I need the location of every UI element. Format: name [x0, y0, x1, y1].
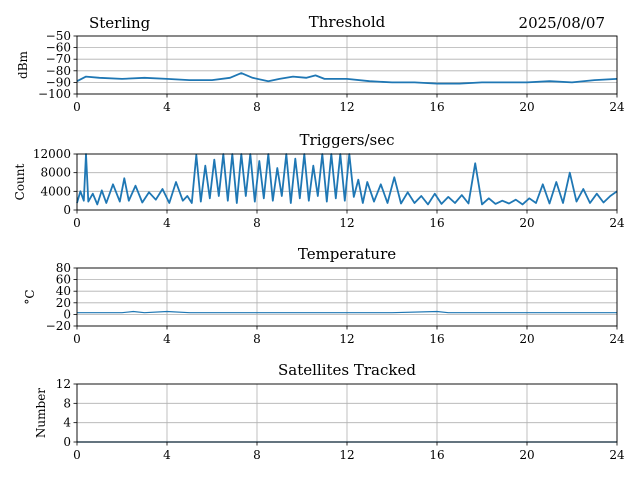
y-axis-label: Count [13, 163, 27, 200]
x-tick-label: 24 [609, 216, 625, 230]
panel-title: Temperature [298, 245, 396, 263]
y-tick-label: 12 [56, 377, 71, 391]
x-tick-label: 4 [163, 100, 171, 114]
y-tick-label: 20 [56, 296, 71, 310]
panel-title: Triggers/sec [300, 131, 395, 149]
y-tick-label: 4000 [40, 184, 71, 198]
x-tick-label: 12 [339, 216, 354, 230]
y-tick-label: 0 [63, 435, 71, 449]
x-tick-label: 0 [73, 448, 81, 462]
x-tick-label: 4 [163, 448, 171, 462]
x-tick-label: 8 [253, 216, 261, 230]
x-tick-label: 16 [429, 216, 444, 230]
x-tick-label: 12 [339, 100, 354, 114]
panel-1: 0 4 8 12 16 20 24 −100−90−80−70−60−50 Threshold d… [16, 13, 625, 114]
y-axis-label: Number [34, 388, 48, 438]
panel-title: Satellites Tracked [278, 361, 416, 379]
y-tick-label: −70 [46, 52, 71, 66]
y-axis-label: dBm [16, 50, 30, 79]
y-tick-label: −20 [46, 319, 71, 333]
y-tick-label: −80 [46, 64, 71, 78]
y-tick-label: 12000 [33, 147, 71, 161]
panel-title: Threshold [309, 13, 386, 31]
x-tick-label: 20 [519, 448, 534, 462]
x-tick-label: 24 [609, 332, 625, 346]
x-tick-label: 0 [73, 332, 81, 346]
x-tick-label: 12 [339, 332, 354, 346]
x-tick-label: 16 [429, 332, 444, 346]
y-tick-label: −50 [46, 29, 71, 43]
y-axis-label: °C [23, 289, 37, 304]
y-tick-label: 40 [56, 284, 71, 298]
x-tick-label: 20 [519, 332, 534, 346]
y-tick-label: −90 [46, 75, 71, 89]
x-tick-label: 12 [339, 448, 354, 462]
report-date: 2025/08/07 [519, 14, 605, 32]
y-tick-label: −100 [38, 87, 71, 101]
x-tick-label: 16 [429, 448, 444, 462]
x-tick-label: 20 [519, 216, 534, 230]
x-tick-label: 8 [253, 100, 261, 114]
x-tick-label: 8 [253, 332, 261, 346]
x-tick-label: 20 [519, 100, 534, 114]
y-tick-label: 4 [63, 416, 71, 430]
x-tick-label: 0 [73, 100, 81, 114]
panels: 0 4 8 12 16 20 24 −100−90−80−70−60−50 Threshold d… [13, 13, 625, 462]
panel-2: 0 4 8 12 16 20 24 0 4000 8000 12000 Triggers/sec Cou… [13, 131, 625, 230]
y-tick-label: 0 [63, 203, 71, 217]
x-tick-label: 4 [163, 216, 171, 230]
x-tick-label: 4 [163, 332, 171, 346]
y-tick-label: 0 [63, 307, 71, 321]
station-name: Sterling [89, 14, 151, 32]
series-line [77, 310, 617, 314]
series-line [76, 153, 618, 206]
x-tick-label: 24 [609, 100, 625, 114]
y-tick-label: 8 [63, 396, 71, 410]
x-tick-label: 24 [609, 448, 625, 462]
x-tick-label: 16 [429, 100, 444, 114]
y-tick-label: 8000 [40, 166, 71, 180]
x-tick-label: 0 [73, 216, 81, 230]
y-tick-label: 60 [56, 273, 71, 287]
panel-4: 0 4 8 12 16 20 24 0 4 8 12 Satellites Tracked Number [34, 361, 625, 462]
y-tick-label: 80 [56, 261, 71, 275]
x-tick-label: 8 [253, 448, 261, 462]
series-line [76, 72, 618, 85]
y-tick-label: −60 [46, 41, 71, 55]
